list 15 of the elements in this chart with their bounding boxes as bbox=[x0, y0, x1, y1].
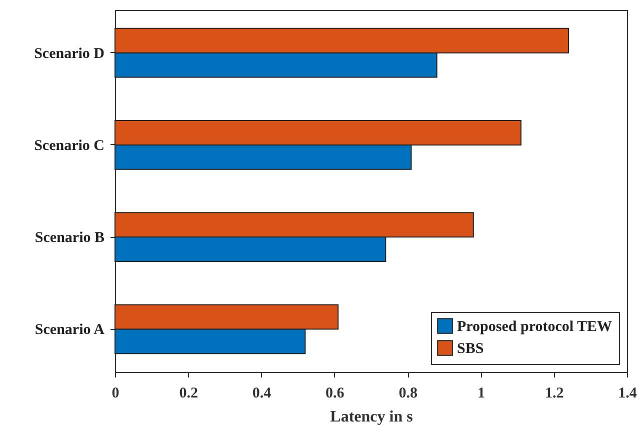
legend-label: Proposed protocol TEW bbox=[457, 319, 612, 335]
x-tick-label: 1 bbox=[477, 386, 485, 402]
x-tick-label: 0.6 bbox=[326, 386, 345, 402]
x-tick-label: 1.2 bbox=[544, 386, 564, 402]
x-tick-label: 1.4 bbox=[618, 386, 638, 402]
x-tick-label: 0.4 bbox=[252, 386, 272, 402]
x-tick-label: 0.2 bbox=[179, 386, 198, 402]
x-tick-label: 0 bbox=[112, 386, 120, 402]
x-tick-label: 0.8 bbox=[398, 386, 418, 402]
y-tick-label: Scenario B bbox=[34, 230, 104, 246]
y-tick-label: Scenario A bbox=[34, 322, 105, 338]
x-axis-title: Latency in s bbox=[330, 408, 413, 425]
y-tick-label: Scenario D bbox=[34, 46, 105, 62]
y-tick-label: Scenario C bbox=[34, 138, 104, 154]
legend-label: SBS bbox=[457, 341, 484, 357]
